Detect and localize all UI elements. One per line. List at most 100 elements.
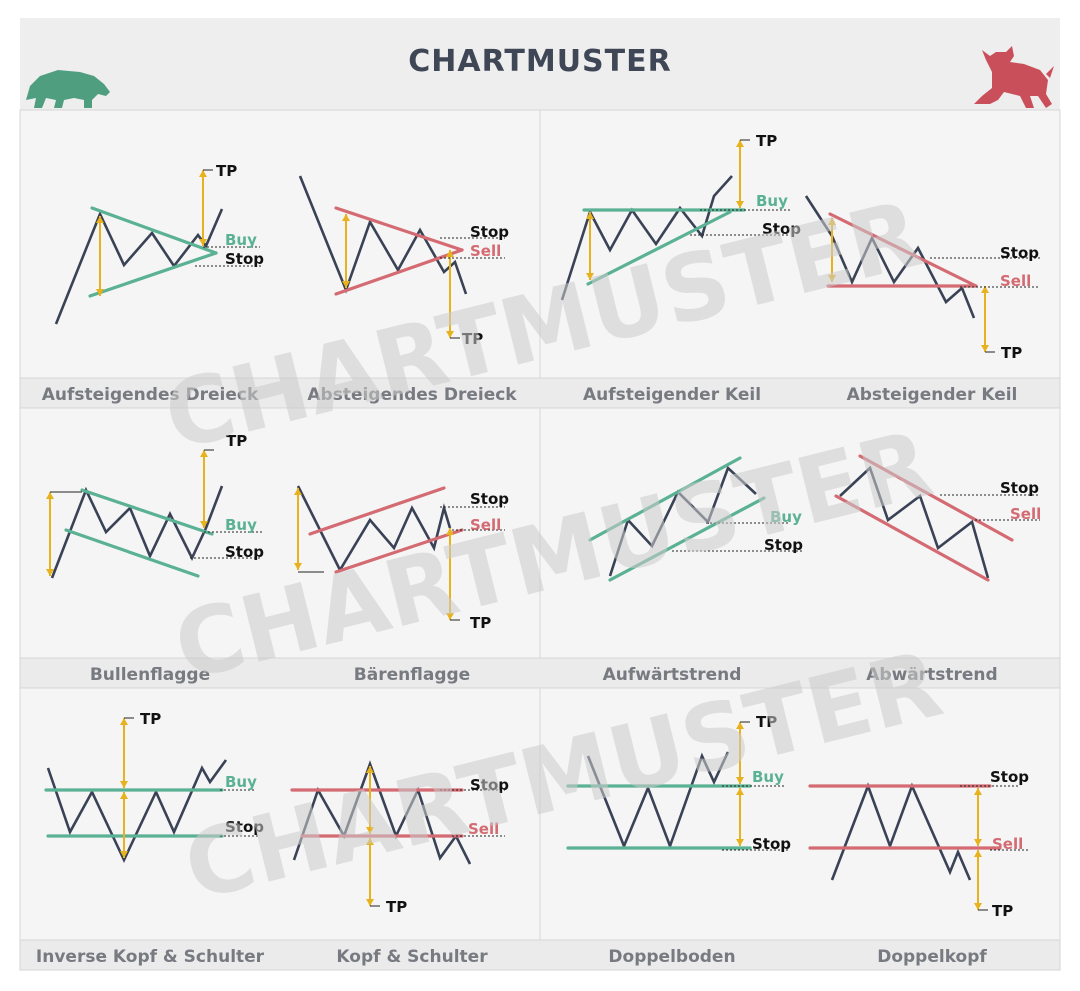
stop-label: Stop [752,835,791,853]
pattern-caption: Doppelkopf [877,947,987,967]
sell-label: Sell [470,242,501,260]
pattern-caption: Absteigendes Dreieck [307,385,517,405]
header-bar [20,18,1060,110]
buy-label: Buy [225,516,257,534]
stop-label: Stop [1000,244,1039,262]
panel-right [539,109,1061,379]
arrow-head [446,250,454,257]
arrow-head [366,766,374,773]
stop-label: Stop [1000,479,1039,497]
pattern-caption: Aufsteigendes Dreieck [42,385,259,405]
arrow-head [828,275,836,282]
buy-label: Buy [756,192,788,210]
stop-label: Stop [470,776,509,794]
arrow-head [342,281,350,288]
arrow-head [366,827,374,834]
pattern-line [828,212,978,288]
buy-label: Buy [752,768,784,786]
pattern-line [334,248,464,296]
pattern-line [858,454,1014,542]
pattern-line [608,496,766,582]
arrow-head [736,201,744,208]
buy-label: Buy [225,231,257,249]
pattern-line [334,206,464,252]
arrow-head [120,718,128,725]
arrow-head [974,839,982,846]
arrow-head [200,521,208,528]
pattern-captions: Aufsteigendes Dreieck Absteigendes Dreiec… [36,385,1017,967]
tp-label: TP [462,330,483,348]
arrow-head [294,488,302,495]
caption-strip [19,657,1061,689]
sell-label: Sell [1010,505,1041,523]
arrow-head [200,450,208,457]
pattern-line [834,494,990,582]
sell-label: Sell [470,516,501,534]
stop-label: Stop [470,490,509,508]
arrow-head [366,838,374,845]
tp-label: TP [216,162,237,180]
tp-label: TP [470,614,491,632]
pattern-line [586,210,732,286]
sell-label: Sell [1000,272,1031,290]
arrow-head [981,345,989,352]
arrow-head [736,788,744,795]
pattern-caption: Absteigender Keil [847,385,1018,405]
stop-label: Stop [225,250,264,268]
price-line [298,175,468,295]
price-line [296,485,452,573]
price-line [839,465,990,579]
pattern-charts: TPBuyStopTPStopSellTPBuyStopTPStopSellTP… [44,132,1041,920]
buy-label: Buy [770,508,802,526]
pattern-grid [19,109,1061,971]
arrow-head [120,851,128,858]
arrow-head [446,613,454,620]
pattern-caption: Aufsteigender Keil [583,385,761,405]
stop-label: Stop [470,223,509,241]
price-line [46,759,228,864]
stop-label: Stop [990,768,1029,786]
arrow-head [446,528,454,535]
arrow-head [974,788,982,795]
tp-label: TP [756,132,777,150]
pattern-caption: Abwärtstrend [866,665,997,685]
arrow-head [199,170,207,177]
arrow-head [120,792,128,799]
page-title: CHARTMUSTER [408,44,672,79]
tp-label: TP [1001,344,1022,362]
panel-right [539,687,1061,941]
arrow-head [736,839,744,846]
arrow-head [46,569,54,576]
pattern-line [88,251,218,298]
arrow-head [736,722,744,729]
pattern-caption: Aufwärtstrend [603,665,742,685]
arrow-head [828,218,836,225]
price-line [804,195,976,319]
tp-label: TP [386,898,407,916]
arrow-head [366,899,374,906]
stop-label: Stop [225,543,264,561]
pattern-line [334,528,464,574]
pattern-line [588,456,742,542]
arrow-head [46,492,54,499]
pattern-caption: Inverse Kopf & Schulter [36,947,265,967]
caption-strip [19,939,1061,971]
pattern-caption: Kopf & Schulter [336,947,488,967]
arrow-head [96,289,104,296]
arrow-head [446,331,454,338]
arrow-head [586,212,594,219]
arrow-head [736,777,744,784]
pattern-line [80,488,214,536]
bull-icon [974,46,1054,108]
arrow-head [586,273,594,280]
bear-icon [26,70,110,108]
sell-label: Sell [992,835,1023,853]
tp-label: TP [992,902,1013,920]
arrow-head [974,850,982,857]
arrow-head [974,903,982,910]
tp-label: TP [226,432,247,450]
tp-label: TP [756,713,777,731]
arrow-head [736,140,744,147]
panel-left [19,109,541,379]
